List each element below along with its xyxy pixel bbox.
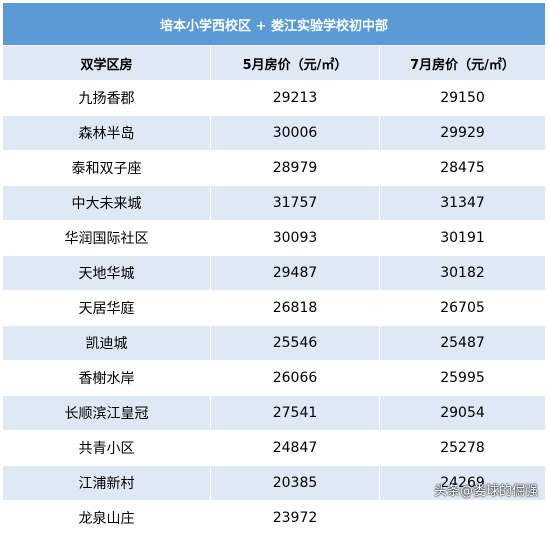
cell-may-price: 26818 [210, 290, 380, 326]
cell-may-price: 28979 [210, 150, 380, 186]
cell-may-price: 24847 [210, 430, 380, 466]
cell-may-price: 31757 [210, 185, 380, 221]
table-row: 天居华庭 26818 26705 [2, 290, 546, 326]
cell-may-price: 25546 [210, 325, 380, 361]
cell-community: 凯迪城 [2, 325, 211, 361]
cell-may-price: 20385 [210, 465, 380, 501]
cell-may-price: 27541 [210, 395, 380, 431]
cell-may-price: 29213 [210, 80, 380, 116]
cell-july-price: 28475 [379, 150, 546, 186]
cell-community: 天地华城 [2, 255, 211, 291]
column-header-community: 双学区房 [2, 45, 211, 81]
cell-july-price: 30191 [379, 220, 546, 256]
cell-july-price: 25995 [379, 360, 546, 396]
table-row: 江浦新村 20385 24269 [2, 465, 546, 501]
cell-july-price: 26705 [379, 290, 546, 326]
cell-community: 森林半岛 [2, 115, 211, 151]
cell-july-price [379, 500, 546, 536]
column-header-july-price: 7月房价（元/㎡） [379, 45, 546, 81]
cell-community: 泰和双子座 [2, 150, 211, 186]
table-row: 森林半岛 30006 29929 [2, 115, 546, 151]
cell-july-price: 29929 [379, 115, 546, 151]
cell-may-price: 30006 [210, 115, 380, 151]
table-row: 凯迪城 25546 25487 [2, 325, 546, 361]
table-row: 九扬香郡 29213 29150 [2, 80, 546, 116]
table-row: 天地华城 29487 30182 [2, 255, 546, 291]
cell-may-price: 30093 [210, 220, 380, 256]
cell-may-price: 29487 [210, 255, 380, 291]
cell-community: 长顺滨江皇冠 [2, 395, 211, 431]
table-row: 泰和双子座 28979 28475 [2, 150, 546, 186]
cell-community: 江浦新村 [2, 465, 211, 501]
column-header-may-price: 5月房价（元/㎡） [210, 45, 380, 81]
cell-july-price: 29150 [379, 80, 546, 116]
table-row: 共青小区 24847 25278 [2, 430, 546, 466]
cell-july-price: 30182 [379, 255, 546, 291]
cell-community: 九扬香郡 [2, 80, 211, 116]
table-row: 华润国际社区 30093 30191 [2, 220, 546, 256]
watermark: 头条@娄球的倔强 [433, 484, 538, 499]
cell-july-price: 29054 [379, 395, 546, 431]
table-row: 中大未来城 31757 31347 [2, 185, 546, 221]
table-row: 香榭水岸 26066 25995 [2, 360, 546, 396]
cell-community: 共青小区 [2, 430, 211, 466]
table-body: 九扬香郡 29213 29150 森林半岛 30006 29929 泰和双子座 28979 28… [2, 80, 546, 536]
cell-community: 华润国际社区 [2, 220, 211, 256]
cell-may-price: 23972 [210, 500, 380, 536]
table-row: 龙泉山庄 23972 [2, 500, 546, 536]
cell-july-price: 25487 [379, 325, 546, 361]
cell-july-price: 31347 [379, 185, 546, 221]
table-title: 培本小学西校区 + 娄江实验学校初中部 [2, 2, 546, 46]
cell-community: 香榭水岸 [2, 360, 211, 396]
cell-community: 龙泉山庄 [2, 500, 211, 536]
cell-community: 天居华庭 [2, 290, 211, 326]
cell-community: 中大未来城 [2, 185, 211, 221]
cell-may-price: 26066 [210, 360, 380, 396]
table-row: 长顺滨江皇冠 27541 29054 [2, 395, 546, 431]
cell-july-price: 25278 [379, 430, 546, 466]
